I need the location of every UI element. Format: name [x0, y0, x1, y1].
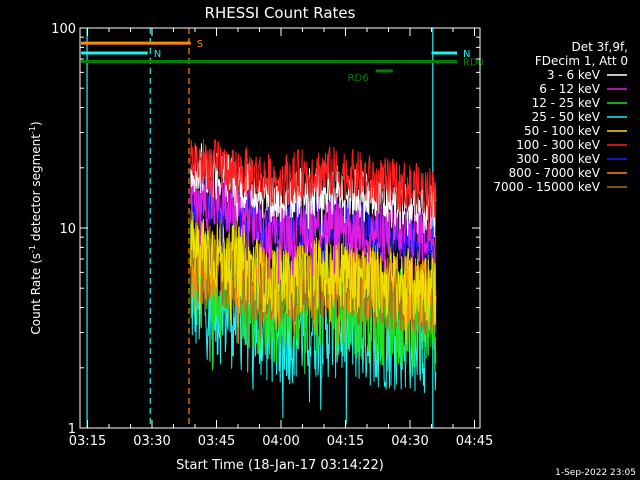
- legend-label-100-300keV: 100 - 300 keV: [516, 138, 600, 152]
- chart-title: RHESSI Count Rates: [205, 4, 356, 22]
- flag-label-N: N: [154, 49, 161, 60]
- timestamp-footer: 1-Sep-2022 23:05: [555, 468, 636, 478]
- legend-label-7000-15000keV: 7000 - 15000 keV: [493, 180, 600, 194]
- y-axis-label-end: ): [29, 121, 43, 126]
- flag-label-RD0: RD0: [463, 57, 484, 68]
- legend-label-800-7000keV: 800 - 7000 keV: [509, 166, 601, 180]
- x-tick-label: 04:15: [327, 434, 364, 449]
- x-axis-label: Start Time (18-Jan-17 03:14:22): [176, 458, 384, 473]
- y-axis-label: Count Rate (s-1 detector segment-1): [28, 121, 43, 334]
- y-tick-label: 1: [68, 422, 76, 437]
- legend-header-detectors: Det 3f,9f,: [572, 40, 629, 54]
- y-axis-label-main: Count Rate (s: [29, 253, 43, 335]
- x-tick-label: 04:30: [391, 434, 428, 449]
- legend-header-decimation: FDecim 1, Att 0: [535, 54, 628, 68]
- y-tick-label: 100: [51, 22, 76, 37]
- legend-label-25-50keV: 25 - 50 keV: [532, 110, 601, 124]
- series-line-7000-15000keV: [190, 233, 437, 343]
- x-tick-label: 04:45: [456, 434, 493, 449]
- axes-layer: 03:15 03:30 03:45 04:00 04:15 04:30 04:45 1 10 10…: [51, 22, 493, 449]
- y-tick-label: 10: [59, 222, 76, 237]
- series-line-6-12keV: [190, 162, 437, 285]
- x-tick-label: 03:45: [198, 434, 235, 449]
- flag-label-N: N: [463, 49, 470, 60]
- x-tick-label: 04:00: [262, 434, 299, 449]
- flag-label-S: S: [197, 39, 203, 50]
- x-tick-label: 03:30: [133, 434, 170, 449]
- series-line-100-300keV: [190, 138, 437, 239]
- series-line-3-6keV: [190, 143, 437, 238]
- flag-label-RD6: RD6: [348, 73, 369, 84]
- legend-label-12-25keV: 12 - 25 keV: [532, 96, 601, 110]
- legend-label-300-800keV: 300 - 800 keV: [516, 152, 600, 166]
- y-axis-label-sup-2: -1: [28, 126, 37, 134]
- y-axis-label-mid: detector segment: [29, 134, 43, 245]
- legend-label-50-100keV: 50 - 100 keV: [524, 124, 601, 138]
- y-axis-label-sup-1: -1: [28, 245, 37, 253]
- legend-label-3-6keV: 3 - 6 keV: [547, 68, 601, 82]
- x-tick-label: 03:15: [69, 434, 106, 449]
- legend-label-6-12keV: 6 - 12 keV: [539, 82, 601, 96]
